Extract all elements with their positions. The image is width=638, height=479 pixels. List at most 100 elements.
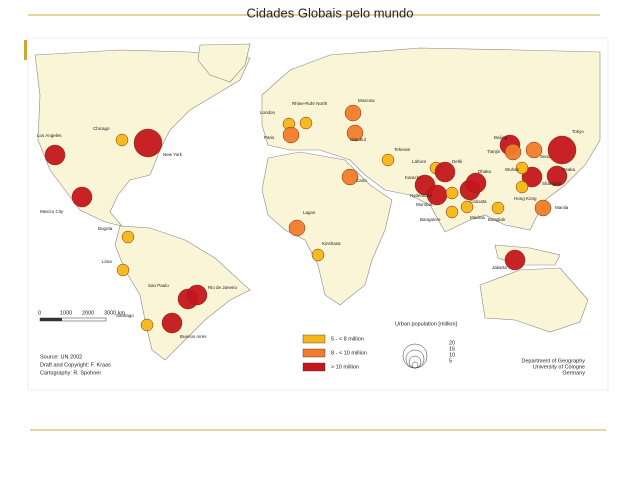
city-label: Moscow xyxy=(358,98,375,103)
city-marker xyxy=(521,166,543,188)
city-label: Karachi xyxy=(405,175,420,180)
legend: Urban population [million] 5 - < 8 milli… xyxy=(302,321,458,372)
city-marker xyxy=(71,186,93,208)
city-label: Osaka xyxy=(562,167,576,172)
city-label: Mexico City xyxy=(40,209,64,214)
city-marker xyxy=(547,135,577,165)
city-marker xyxy=(133,128,163,158)
city-label: Los Angeles xyxy=(37,133,62,138)
city-label: Hyderabad xyxy=(410,193,433,198)
source-text: Draft and Copyright: F. Kraas xyxy=(40,362,111,368)
source-text: Cartography: R. Spohner xyxy=(40,370,101,376)
city-label: Istanbul xyxy=(350,137,366,142)
city-marker xyxy=(121,230,135,244)
scale-label: 2000 xyxy=(82,310,94,316)
city-label: Lahore xyxy=(412,159,427,164)
city-label: Rio de Janeiro xyxy=(208,285,238,290)
city-marker xyxy=(140,318,154,332)
city-marker xyxy=(282,126,300,144)
city-label: London xyxy=(260,110,276,115)
size-label: 10 xyxy=(449,352,455,358)
city-label: Cairo xyxy=(356,178,367,183)
city-label: Jakarta xyxy=(492,265,507,270)
size-label: 20 xyxy=(449,340,455,346)
city-label: Santiago xyxy=(116,313,134,318)
city-marker xyxy=(504,143,522,161)
city-label: Mumbai xyxy=(416,202,432,207)
city-marker xyxy=(299,116,313,130)
credit-text: University of Cologne xyxy=(533,364,585,370)
city-label: Calcutta xyxy=(470,199,487,204)
city-label: Delhi xyxy=(452,159,462,164)
city-marker xyxy=(525,141,543,159)
legend-title: Urban population [million] xyxy=(395,321,458,327)
africa xyxy=(261,151,393,306)
city-marker xyxy=(341,168,359,186)
city-label: Tokyo xyxy=(572,129,584,134)
eurasia xyxy=(261,47,601,233)
city-label: Shanghai xyxy=(542,181,561,186)
city-label: Beijing xyxy=(494,135,508,140)
city-marker xyxy=(491,201,505,215)
legend-label: > 10 million xyxy=(331,364,359,370)
scale-bar-fill xyxy=(40,318,62,321)
city-marker xyxy=(546,165,568,187)
size-label: 5 xyxy=(449,358,452,364)
city-label: Chicago xyxy=(93,126,110,131)
city-marker xyxy=(115,133,129,147)
city-marker xyxy=(515,161,529,175)
scale-label: 1000 xyxy=(60,310,72,316)
city-marker xyxy=(504,249,526,271)
city-marker xyxy=(534,199,552,217)
city-marker xyxy=(445,186,459,200)
city-label: Manila xyxy=(555,205,569,210)
city-marker xyxy=(161,312,183,334)
city-label: Dhaka xyxy=(478,169,492,174)
city-label: Seoul xyxy=(540,154,552,159)
scale-label: 3000 km xyxy=(104,310,126,316)
australia xyxy=(479,267,589,333)
city-marker xyxy=(434,161,456,183)
city-marker xyxy=(44,144,66,166)
city-label: Madras xyxy=(470,215,486,220)
scale-label: 0 xyxy=(38,310,41,316)
source-text: Source: UN 2002 xyxy=(40,354,82,360)
credit-text: Department of Geography xyxy=(521,358,585,364)
city-label: Buenos Aires xyxy=(180,334,207,339)
accent-bar xyxy=(24,40,27,60)
city-marker xyxy=(346,124,364,142)
city-label: Paris xyxy=(264,135,275,140)
title: Cidades Globais pelo mundo xyxy=(247,5,414,20)
city-marker xyxy=(311,248,325,262)
city-label: Hong Kong xyxy=(514,196,537,201)
city-marker xyxy=(288,219,306,237)
city-label: Lima xyxy=(102,259,112,264)
city-marker xyxy=(344,104,362,122)
city-label: Bogota xyxy=(98,226,113,231)
legend-label: 8 - < 10 million xyxy=(331,350,367,356)
city-marker xyxy=(445,205,459,219)
city-label: Wuhan xyxy=(505,167,520,172)
city-label: New York xyxy=(163,152,183,157)
city-label: Sao Paulo xyxy=(148,283,169,288)
size-ring xyxy=(411,361,419,369)
greenland xyxy=(197,43,251,83)
legend-swatch xyxy=(302,334,326,344)
city-marker xyxy=(460,200,474,214)
legend-label: 5 - < 8 million xyxy=(331,336,364,342)
city-marker xyxy=(465,172,487,194)
credit-text: Germany xyxy=(562,370,585,376)
legend-swatch xyxy=(302,348,326,358)
city-marker xyxy=(381,153,395,167)
city-label: Tianjin xyxy=(487,149,501,154)
city-label: Rhine-Ruhr North xyxy=(292,101,328,106)
city-marker xyxy=(116,263,130,277)
city-marker xyxy=(515,180,529,194)
city-marker xyxy=(186,284,208,306)
size-label: 15 xyxy=(449,346,455,352)
city-label: Bangalore xyxy=(420,217,441,222)
cities: Los Angeles Chicago New York Mexico City Bog… xyxy=(37,98,584,339)
city-label: Teheran xyxy=(394,147,411,152)
